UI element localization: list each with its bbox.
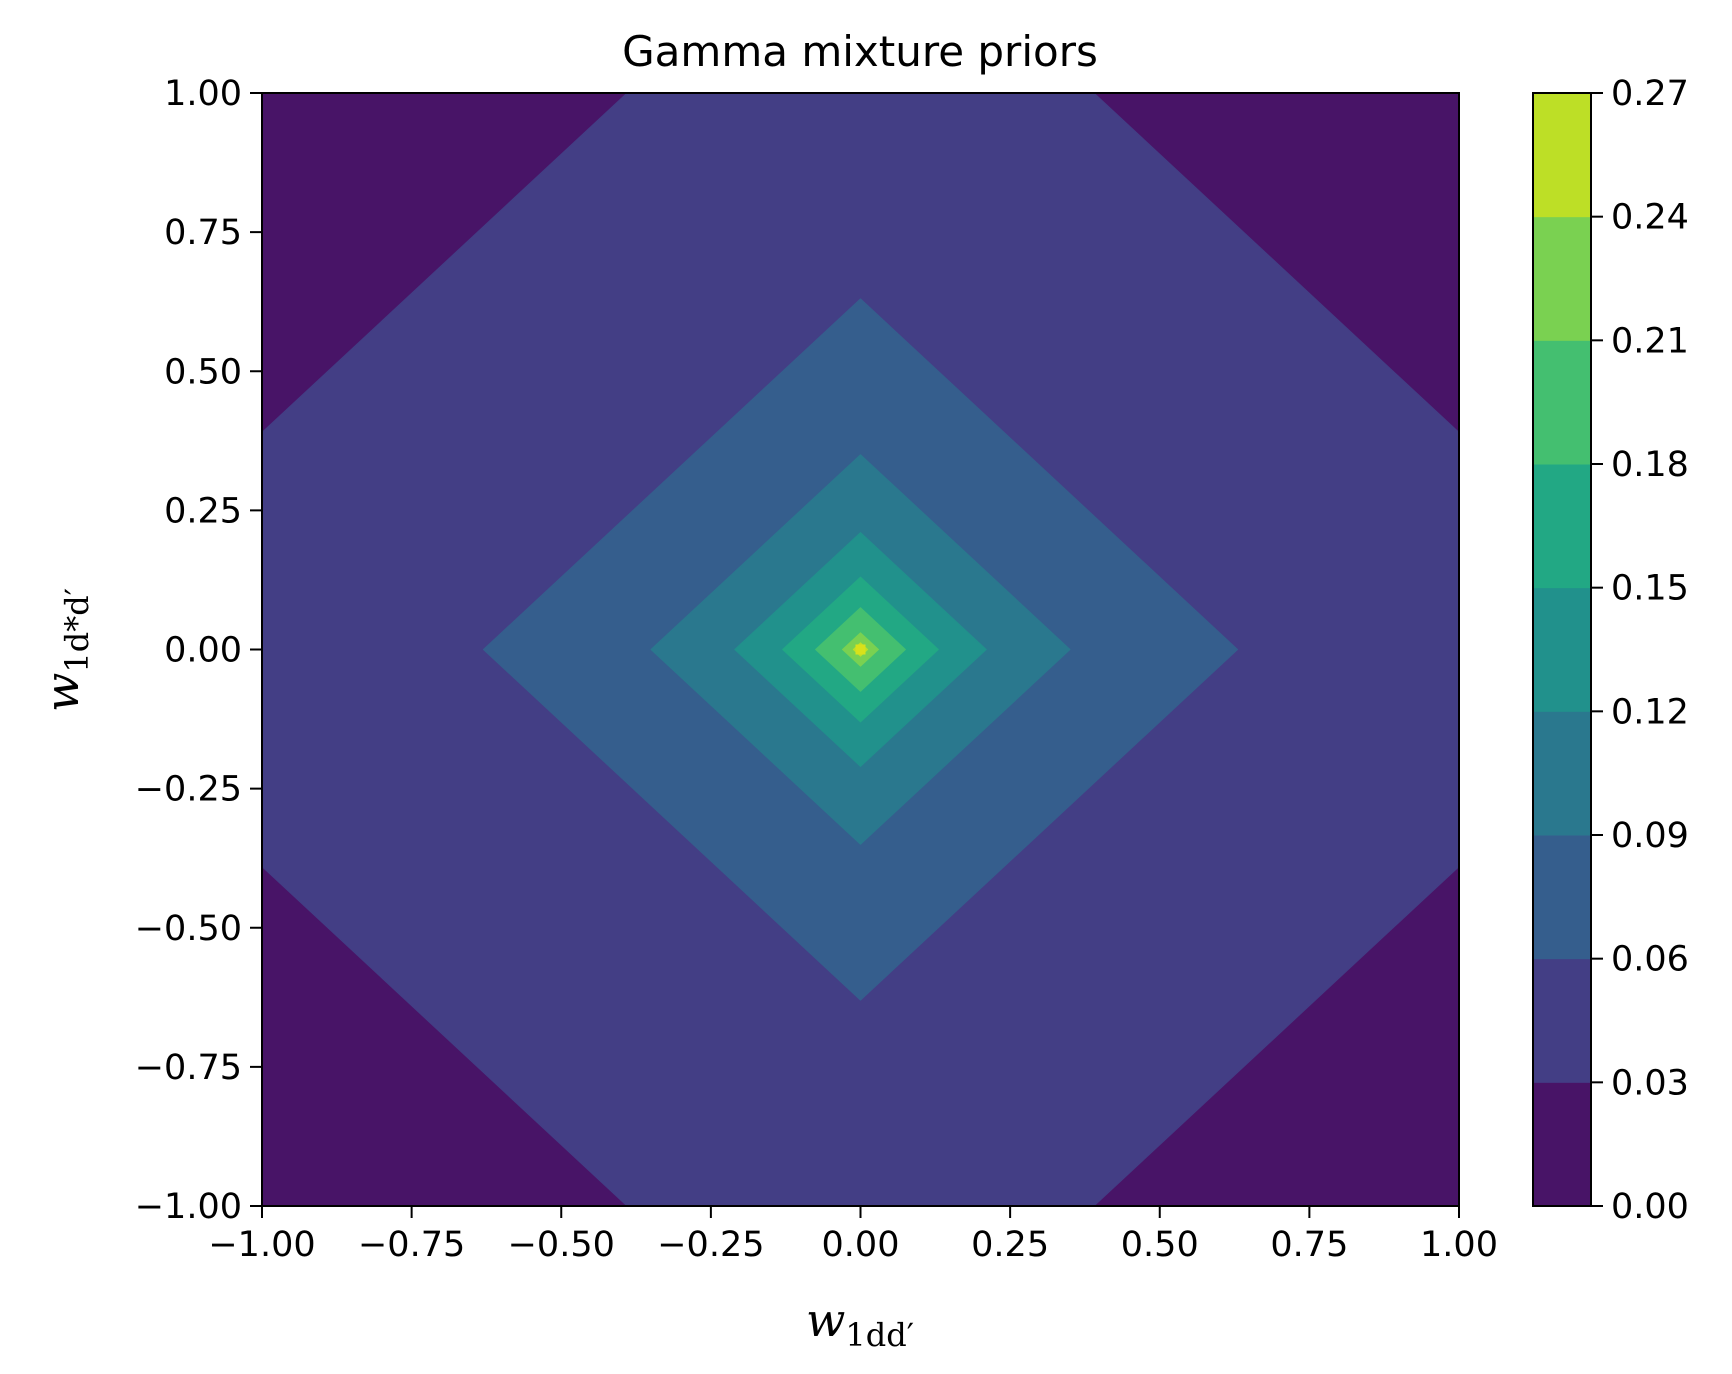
colorbar-band	[1533, 216, 1591, 341]
colorbar-band	[1533, 958, 1591, 1083]
y-tick-label: 0.50	[164, 352, 242, 392]
y-axis-label-sub: 1d*d′	[58, 588, 96, 673]
plot-area	[261, 92, 1460, 1207]
x-tick-label: −0.75	[358, 1225, 465, 1265]
x-tick-label: −0.50	[508, 1225, 615, 1265]
colorbar-tick-label: 0.18	[1611, 445, 1689, 485]
x-tick-label: 0.00	[822, 1225, 900, 1265]
x-axis-label-main: w	[806, 1293, 845, 1347]
colorbar-tick-label: 0.15	[1611, 569, 1689, 609]
y-tick-label: −0.75	[135, 1048, 242, 1088]
x-tick-label: −0.25	[657, 1225, 764, 1265]
y-axis-label: w1d*d′	[35, 588, 96, 712]
colorbar-band	[1533, 587, 1591, 712]
x-tick-label: 1.00	[1420, 1225, 1498, 1265]
colorbar-tick-label: 0.27	[1611, 74, 1689, 114]
colorbar-frame	[1532, 92, 1592, 1207]
colorbar-tick-label: 0.03	[1611, 1063, 1689, 1103]
y-tick-label: −0.50	[135, 909, 242, 949]
colorbar-tick-label: 0.24	[1611, 198, 1689, 238]
y-tick-label: −1.00	[135, 1187, 242, 1227]
colorbar-tick-label: 0.09	[1611, 816, 1689, 856]
colorbar-band	[1533, 340, 1591, 465]
colorbar-band	[1533, 464, 1591, 589]
colorbar-tick-label: 0.12	[1611, 692, 1689, 732]
y-tick-label: 0.00	[164, 631, 242, 671]
colorbar-tick-label: 0.21	[1611, 321, 1689, 361]
colorbar-tick-label: 0.06	[1611, 940, 1689, 980]
x-tick-label: −1.00	[208, 1225, 315, 1265]
x-tick-label: 0.75	[1270, 1225, 1348, 1265]
colorbar-band	[1533, 93, 1591, 218]
contour-peak	[855, 644, 866, 655]
colorbar-tick-label: 0.00	[1611, 1187, 1689, 1227]
y-tick-label: 0.75	[164, 213, 242, 253]
colorbar-band	[1533, 835, 1591, 960]
x-tick-label: 0.50	[1121, 1225, 1199, 1265]
y-tick-label: 1.00	[164, 74, 242, 114]
chart-title: Gamma mixture priors	[622, 27, 1098, 76]
x-axis-label: w1dd′	[806, 1293, 914, 1354]
y-axis: −1.00 −0.75 −0.50 −0.25 0.00 0.25 0.50 0.75 1.00	[135, 74, 262, 1227]
x-axis: −1.00 −0.75 −0.50 −0.25 0.00 0.25 0.50 0.75 1.00	[208, 1206, 1498, 1265]
x-tick-label: 0.25	[971, 1225, 1049, 1265]
x-axis-label-sub: 1dd′	[845, 1316, 914, 1354]
colorbar-band	[1533, 711, 1591, 836]
y-axis-label-main: w	[35, 673, 89, 712]
colorbar: 0.00 0.03 0.06 0.09 0.12 0.15 0.18 0.21 0.24 0.27	[1532, 74, 1689, 1227]
y-tick-label: −0.25	[135, 770, 242, 810]
y-tick-label: 0.25	[164, 491, 242, 531]
colorbar-band	[1533, 1082, 1591, 1207]
